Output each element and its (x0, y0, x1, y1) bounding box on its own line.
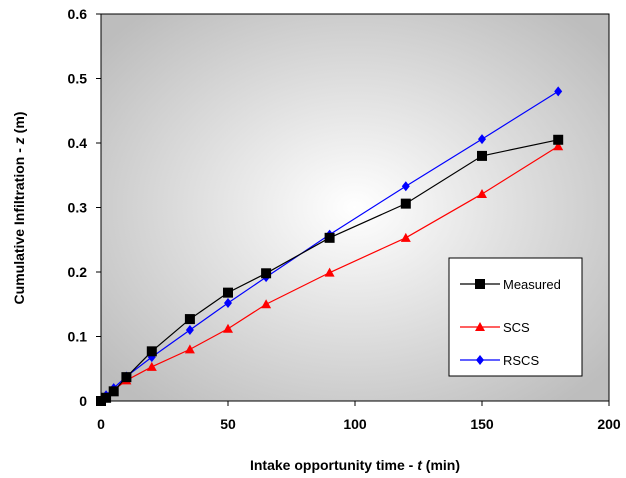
data-point (261, 268, 272, 279)
data-point (184, 314, 195, 325)
data-point (146, 346, 157, 357)
legend-items: Measured SCS RSCS (460, 277, 561, 368)
data-point (477, 150, 487, 161)
data-point (401, 181, 410, 192)
data-point (121, 372, 132, 383)
data-point (223, 287, 233, 298)
legend-item-scs: SCS (460, 320, 530, 335)
data-point (478, 134, 486, 145)
y-tick-label: 0 (79, 393, 87, 409)
y-tick-label: 0.3 (68, 200, 88, 216)
series-layer (96, 86, 564, 406)
y-tick-label: 0.2 (68, 264, 88, 280)
data-point (223, 323, 233, 333)
y-tick-label: 0.4 (68, 135, 88, 151)
legend-marker (476, 355, 484, 365)
x-tick-label: 0 (97, 416, 105, 432)
y-axis-title: Cumulative Infiltration - z (m) (11, 112, 27, 305)
data-point (477, 188, 487, 198)
x-ticks: 0 50 100 150 200 (97, 401, 621, 432)
y-tick-label: 0.6 (68, 6, 88, 22)
y-tick-label: 0.1 (68, 329, 88, 345)
data-point (261, 299, 272, 309)
x-tick-label: 200 (597, 416, 621, 432)
x-axis-title: Intake opportunity time - t (min) (250, 457, 460, 473)
data-point (324, 232, 335, 243)
legend-marker (475, 322, 485, 331)
data-point (146, 361, 157, 371)
data-point (554, 86, 563, 97)
legend-item-rscs: RSCS (460, 353, 539, 368)
data-point (324, 267, 335, 277)
data-point (185, 325, 194, 336)
x-tick-label: 150 (470, 416, 494, 432)
data-point (101, 392, 112, 403)
legend-label: Measured (503, 277, 561, 292)
data-point (224, 297, 232, 308)
data-point (553, 134, 564, 145)
data-point (184, 344, 195, 354)
data-point (553, 141, 564, 151)
legend: Measured SCS RSCS (448, 257, 583, 377)
legend-marker (475, 279, 485, 289)
x-tick-label: 50 (220, 416, 236, 432)
data-point (400, 198, 411, 209)
y-ticks: 0 0.1 0.2 0.3 0.4 0.5 0.6 (68, 6, 101, 409)
data-point (400, 232, 411, 242)
legend-label: RSCS (503, 353, 539, 368)
legend-label: SCS (503, 320, 530, 335)
x-tick-label: 100 (343, 416, 367, 432)
legend-item-measured: Measured (460, 277, 561, 292)
y-tick-label: 0.5 (68, 71, 88, 87)
data-point (108, 386, 119, 397)
legend-box (448, 257, 583, 377)
